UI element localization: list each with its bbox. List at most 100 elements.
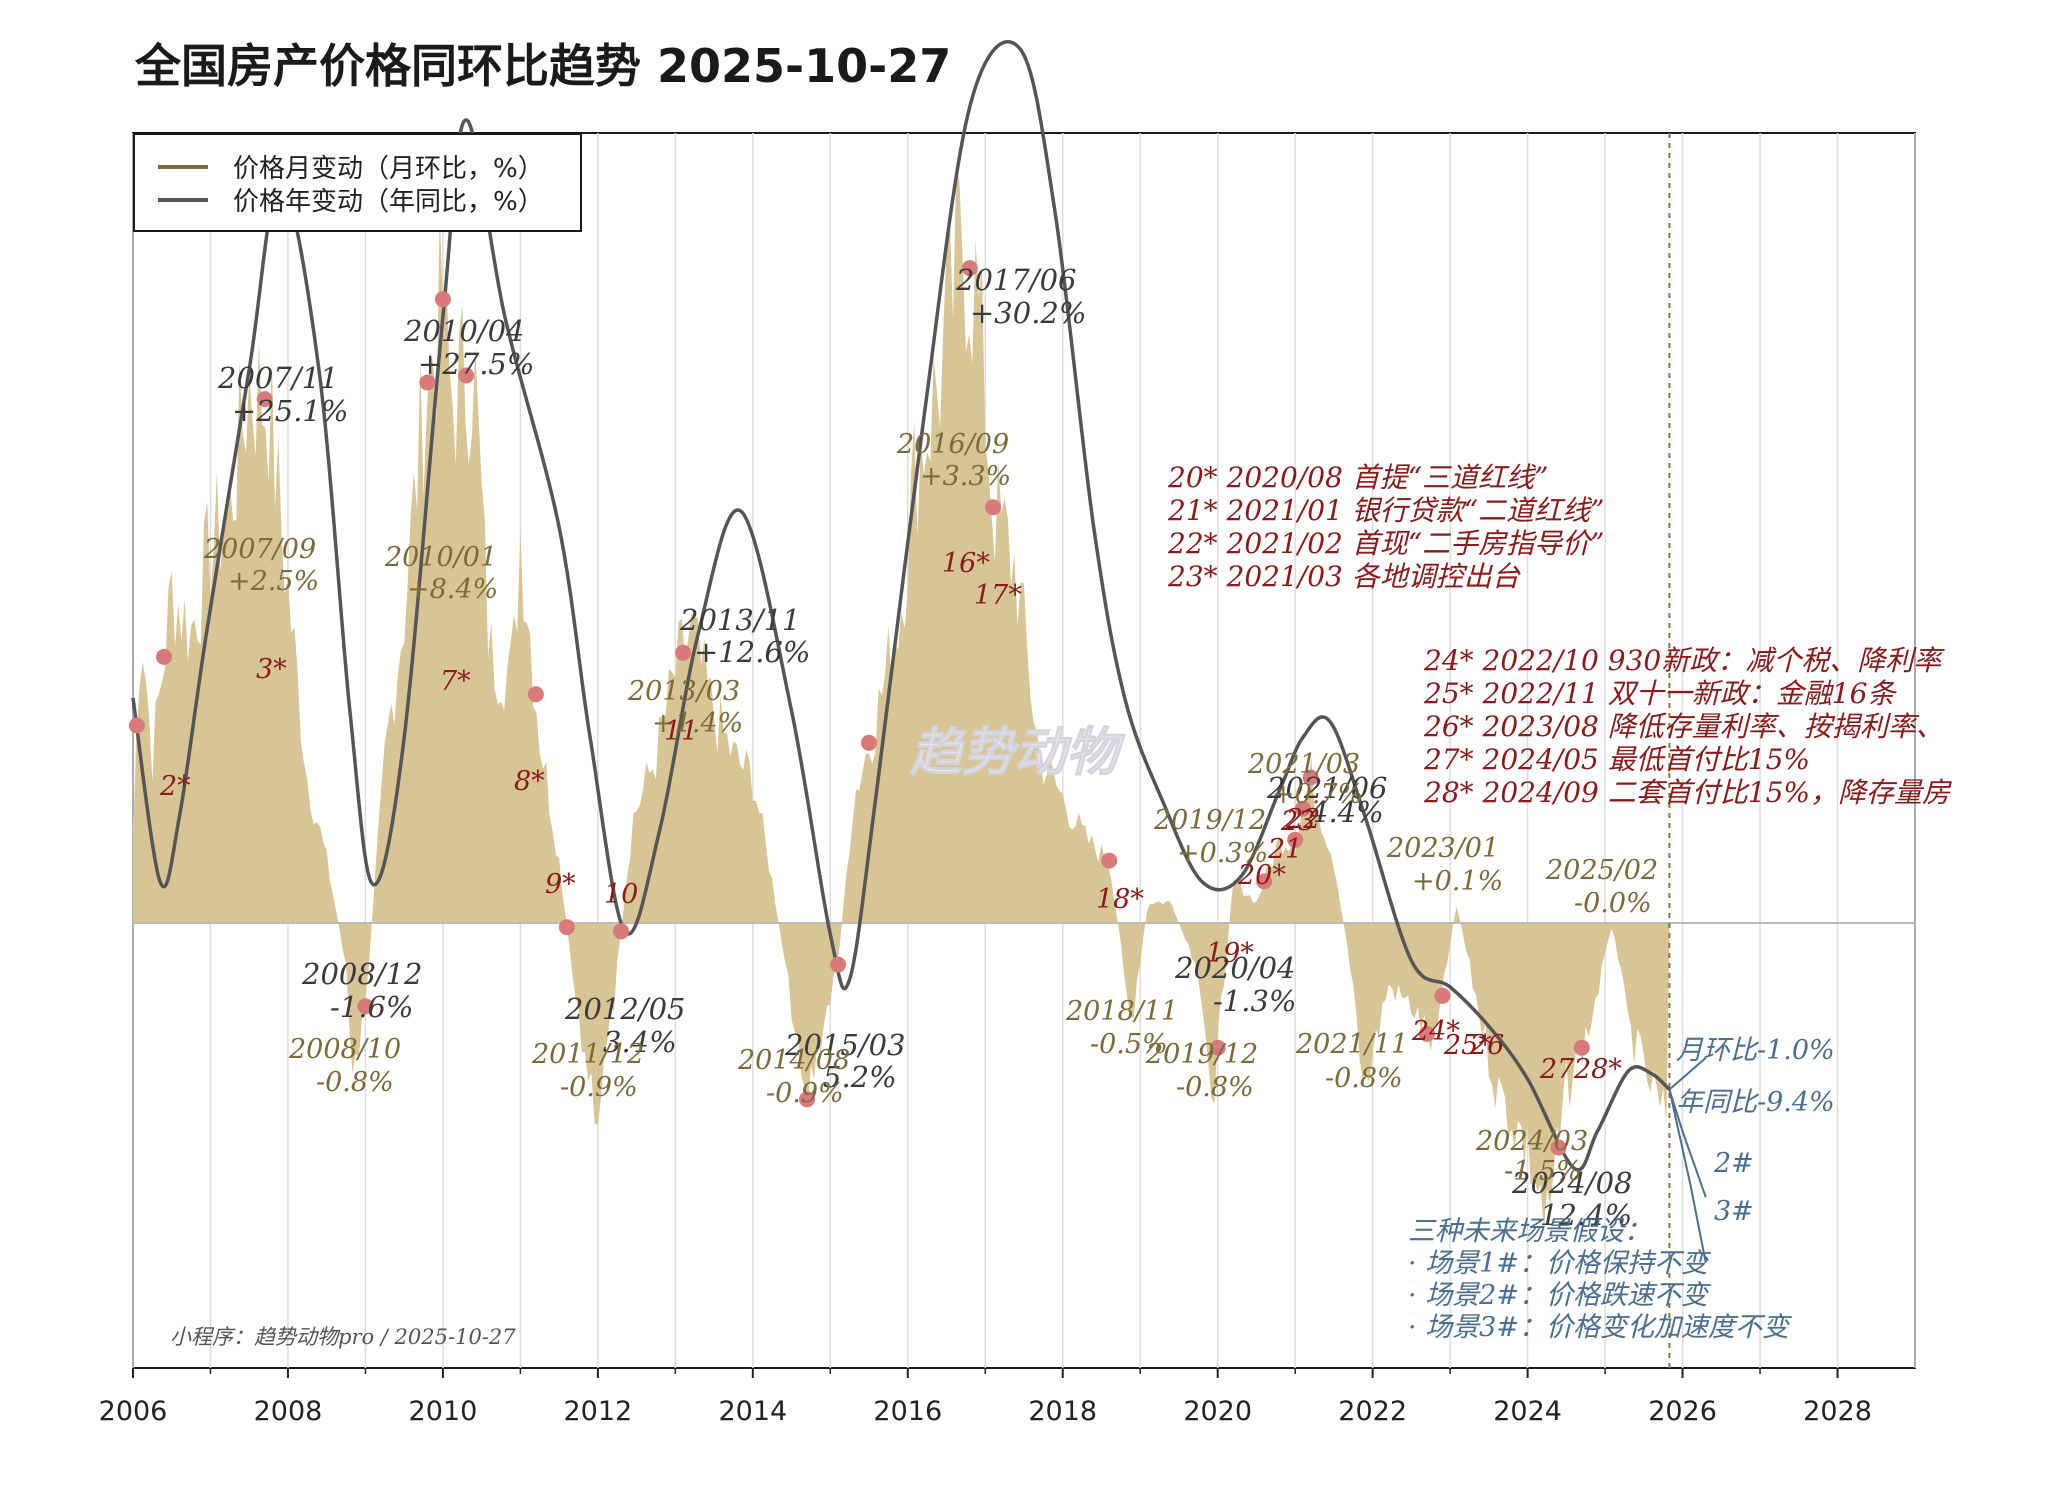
source-note: 小程序：趋势动物pro / 2025-10-27 [170,1325,516,1349]
marker-label: 3* [256,654,287,685]
ann-yoy-date: 2017/06 [955,263,1076,297]
event-marker-dot [527,686,544,703]
event-marker-dot [799,1091,816,1108]
ann-mom-value: -0.5% [1090,1029,1168,1060]
legend-box [133,133,582,232]
ann-yoy-date: 2021/06 [1266,771,1387,805]
ann-yoy-date: 2010/04 [403,314,524,348]
event-marker-dot [156,648,172,665]
ann-mom-value: +1.4% [652,708,743,739]
ann-yoy-value: +12.6% [694,635,810,669]
ann-mom-date: 2013/03 [627,676,740,707]
ann-mom-date: 2025/02 [1545,855,1658,886]
event-marker-dot [1101,852,1118,869]
marker-label: 24* [1411,1016,1460,1047]
marker-label: 25* [1443,1030,1492,1061]
ann-mom-date: 2021/03 [1247,749,1360,780]
event-marker-dot [434,291,451,308]
ann-mom-date: 2018/11 [1065,996,1178,1027]
watermark: 趋势动物 [909,723,1126,783]
ann-mom-value: -0.8% [1176,1072,1254,1103]
ann-yoy-value: -1.3% [1213,984,1296,1018]
marker-label: 22 [1285,804,1320,835]
ann-mom-value: +3.3% [920,461,1011,492]
legend-mom: 价格月变动（月环比，%） [233,154,544,184]
event-marker-dot [1418,1025,1435,1042]
marker-label: 11 [664,716,698,747]
marker-label: 20* [1237,860,1286,891]
policy-note: 26* 2023/08 降低存量利率、按揭利率、 [1423,710,1944,743]
ann-yoy-value: +25.1% [232,394,348,428]
marker-label: 16* [942,548,990,579]
x-tick-label: 2014 [718,1396,787,1427]
ann-yoy-value: +30.2% [970,296,1086,330]
ann-yoy-date: 2015/03 [784,1028,905,1062]
ann-mom-date: 2010/01 [384,542,497,573]
ann-yoy-value: +27.5% [418,347,534,381]
x-tick-label: 2018 [1028,1396,1097,1427]
ann-yoy-value: -1.6% [330,990,413,1024]
ann-yoy-date: 2007/11 [217,361,338,395]
ann-mom-value: -0.9% [766,1078,844,1109]
ann-mom-date: 2014/08 [737,1045,850,1076]
ann-mom-value: -0.8% [316,1067,394,1098]
current-yoy-label: 年同比-9.4% [1676,1087,1835,1118]
policy-note: 23* 2021/03 各地调控出台 [1167,560,1521,593]
legend: 价格月变动（月环比，%） 价格年变动（年同比，%） [133,133,582,232]
ann-mom-value: -0.0% [1574,888,1652,919]
ann-mom-value: -0.8% [1325,1063,1403,1094]
scenario-note: · 场景1#：价格保持不变 [1408,1248,1712,1279]
ann-yoy-date: 2012/05 [564,992,685,1026]
ann-mom-value: +2.5% [228,566,319,597]
marker-label: 28* [1573,1054,1622,1085]
scenario-note: 三种未来场景假设： [1408,1216,1651,1247]
ann-mom-date: 2019/12 [1153,805,1266,836]
x-tick-label: 2028 [1803,1396,1872,1427]
ann-mom-date: 2011/12 [531,1039,644,1070]
ann-mom-value: +0.3% [1177,838,1268,869]
ann-mom-date: 2021/11 [1295,1029,1408,1060]
scenario-line-3 [1668,1089,1707,1264]
event-marker-dot [613,923,630,940]
policy-notes-block-2: 24* 2022/10 930新政：减个税、降利率 25* 2022/11 双十… [1423,644,1952,809]
scenario-line-1 [1668,1057,1707,1091]
ann-yoy-date: 2013/11 [679,603,800,637]
marker-label: 21 [1267,834,1302,865]
ann-mom-value: +0.1% [1412,866,1503,897]
event-marker-dot [419,374,436,391]
marker-label: 19* [1206,938,1254,969]
ann-yoy-value: 3.4% [603,1025,677,1059]
policy-note: 22* 2021/02 首现“二手房指导价” [1167,527,1604,560]
ann-mom-date: 2023/01 [1386,833,1499,864]
ann-yoy-date: 2024/08 [1511,1166,1632,1200]
policy-note: 28* 2024/09 二套首付比15%，降存量房 [1423,776,1952,809]
event-marker-dot [675,644,692,661]
ann-yoy-value: 5.2% [823,1060,897,1094]
x-tick-label: 2020 [1183,1396,1252,1427]
policy-note: 21* 2021/01 银行贷款“二道红线” [1167,494,1604,527]
ann-mom-value: +8.4% [407,574,498,605]
x-tick-label: 2022 [1338,1396,1407,1427]
scenario-note: · 场景3#：价格变化加速度不变 [1408,1312,1793,1343]
event-marker-dot [1256,873,1273,890]
ann-yoy-value: 12.4% [1540,1198,1632,1232]
marker-label: 7* [440,666,471,697]
ann-mom-value: -1.5% [1504,1156,1582,1187]
marker-label: 8* [514,766,545,797]
event-markers [128,260,1590,1156]
event-marker-dot [1434,987,1451,1004]
mom-area-series [133,169,1670,1232]
event-marker-dot [1209,1039,1226,1056]
x-tick-label: 2010 [409,1396,478,1427]
x-tick-label: 2026 [1648,1396,1717,1427]
mom-annotations: 2007/09 +2.5% 2010/01 +8.4% 2013/03 +1.4… [203,429,1658,1187]
x-tick-label: 2008 [254,1396,323,1427]
chart-title: 全国房产价格同环比趋势 2025-10-27 [134,39,951,93]
event-marker-dot [1302,769,1319,786]
ann-mom-date: 2007/09 [203,534,316,565]
legend-yoy: 价格年变动（年同比，%） [233,187,544,217]
event-marker-dot [1550,1139,1567,1156]
event-marker-dot [961,260,978,277]
policy-note: 25* 2022/11 双十一新政：金融16条 [1423,677,1897,710]
scenario-notes: 三种未来场景假设： · 场景1#：价格保持不变 · 场景2#：价格跌速不变 · … [1408,1216,1793,1343]
